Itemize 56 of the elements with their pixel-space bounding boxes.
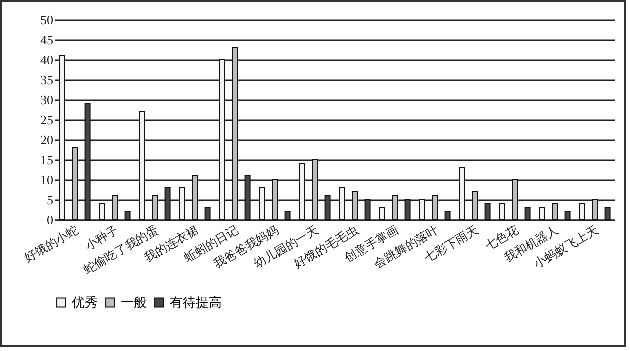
- bar: [339, 188, 346, 220]
- bar: [284, 212, 291, 220]
- legend-label: 一般: [121, 294, 147, 310]
- bar: [392, 196, 398, 220]
- y-tick-label: 40: [40, 52, 54, 68]
- bar: [404, 200, 411, 220]
- y-tick-label: 20: [40, 132, 54, 148]
- y-tick-label: 0: [47, 212, 54, 228]
- bar: [312, 160, 318, 220]
- bar: [99, 204, 106, 220]
- bar: [459, 168, 466, 220]
- bar: [539, 208, 546, 220]
- bar: [364, 200, 371, 220]
- bar: [164, 188, 171, 220]
- bar: [139, 112, 146, 220]
- bar: [592, 200, 598, 220]
- y-tick-label: 30: [40, 92, 54, 108]
- y-tick-label: 10: [40, 172, 54, 188]
- legend-label: 优秀: [72, 294, 98, 310]
- y-tick-label: 45: [40, 32, 54, 48]
- bar: [472, 192, 478, 220]
- bar: [379, 208, 386, 220]
- bar: [299, 164, 306, 220]
- bar: [84, 104, 91, 220]
- bar: [484, 204, 491, 220]
- bar: [272, 180, 278, 220]
- bar: [232, 48, 238, 220]
- bar: [59, 56, 66, 220]
- bar: [259, 188, 266, 220]
- bar: [524, 208, 531, 220]
- bar: [604, 208, 611, 220]
- bar: [499, 204, 506, 220]
- bar: [512, 180, 518, 220]
- bar: [179, 188, 186, 220]
- bar: [579, 204, 586, 220]
- y-tick-label: 35: [40, 72, 54, 88]
- y-tick-label: 50: [40, 12, 54, 28]
- bar: [564, 212, 571, 220]
- bar: [204, 208, 211, 220]
- bar: [124, 212, 131, 220]
- bar: [244, 176, 251, 220]
- y-tick-label: 15: [40, 152, 54, 168]
- bar: [352, 192, 358, 220]
- bar: [444, 212, 451, 220]
- bar: [192, 176, 198, 220]
- bar: [72, 148, 78, 220]
- bar: [324, 196, 331, 220]
- bar: [552, 204, 558, 220]
- bar: [152, 196, 158, 220]
- legend-label: 有待提高: [170, 294, 222, 310]
- bar: [112, 196, 118, 220]
- y-tick-label: 5: [47, 192, 54, 208]
- y-tick-label: 25: [40, 112, 54, 128]
- bar: [219, 60, 226, 220]
- bar: [432, 196, 438, 220]
- bar: [419, 200, 426, 220]
